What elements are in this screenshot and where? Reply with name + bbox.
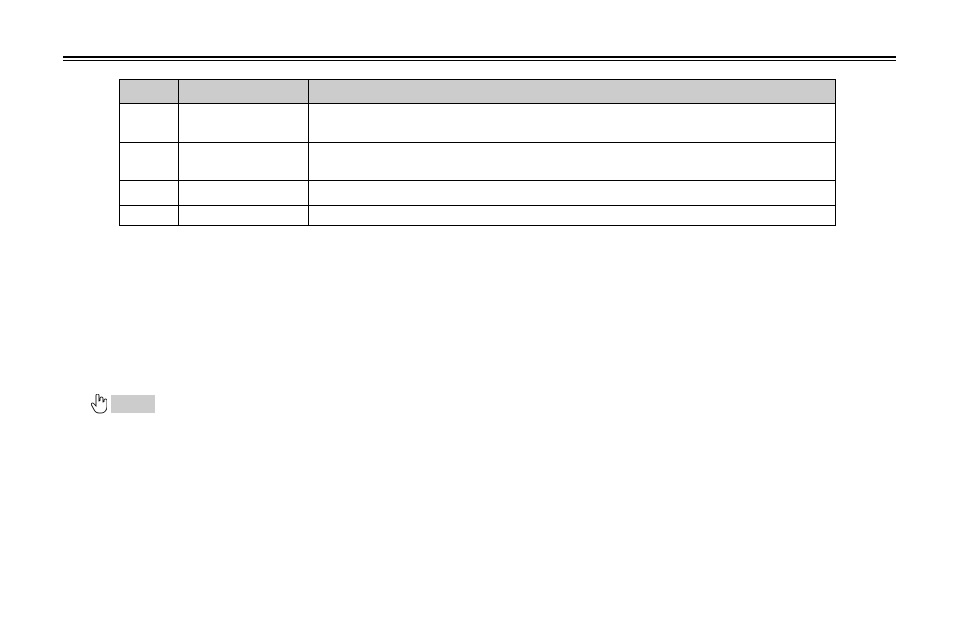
table-cell [309, 143, 836, 181]
data-table [119, 79, 836, 226]
horizontal-rule-bottom [63, 60, 896, 61]
table-cell [120, 181, 179, 206]
hand-cursor-icon [91, 394, 107, 414]
highlight-box [111, 395, 155, 413]
horizontal-rule-top [63, 56, 896, 58]
table-cell [179, 143, 309, 181]
table-header-cell [309, 80, 836, 104]
table-cell [179, 181, 309, 206]
table-header-cell [179, 80, 309, 104]
table-cell [179, 104, 309, 143]
table-cell [120, 143, 179, 181]
table-row [120, 104, 836, 143]
table-row [120, 206, 836, 226]
table-row [120, 181, 836, 206]
table-cell [309, 206, 836, 226]
table-cell [120, 104, 179, 143]
table-header-cell [120, 80, 179, 104]
page [0, 0, 954, 636]
table-header-row [120, 80, 836, 104]
table-cell [309, 104, 836, 143]
table-cell [309, 181, 836, 206]
table-row [120, 143, 836, 181]
table-cell [120, 206, 179, 226]
table-cell [179, 206, 309, 226]
